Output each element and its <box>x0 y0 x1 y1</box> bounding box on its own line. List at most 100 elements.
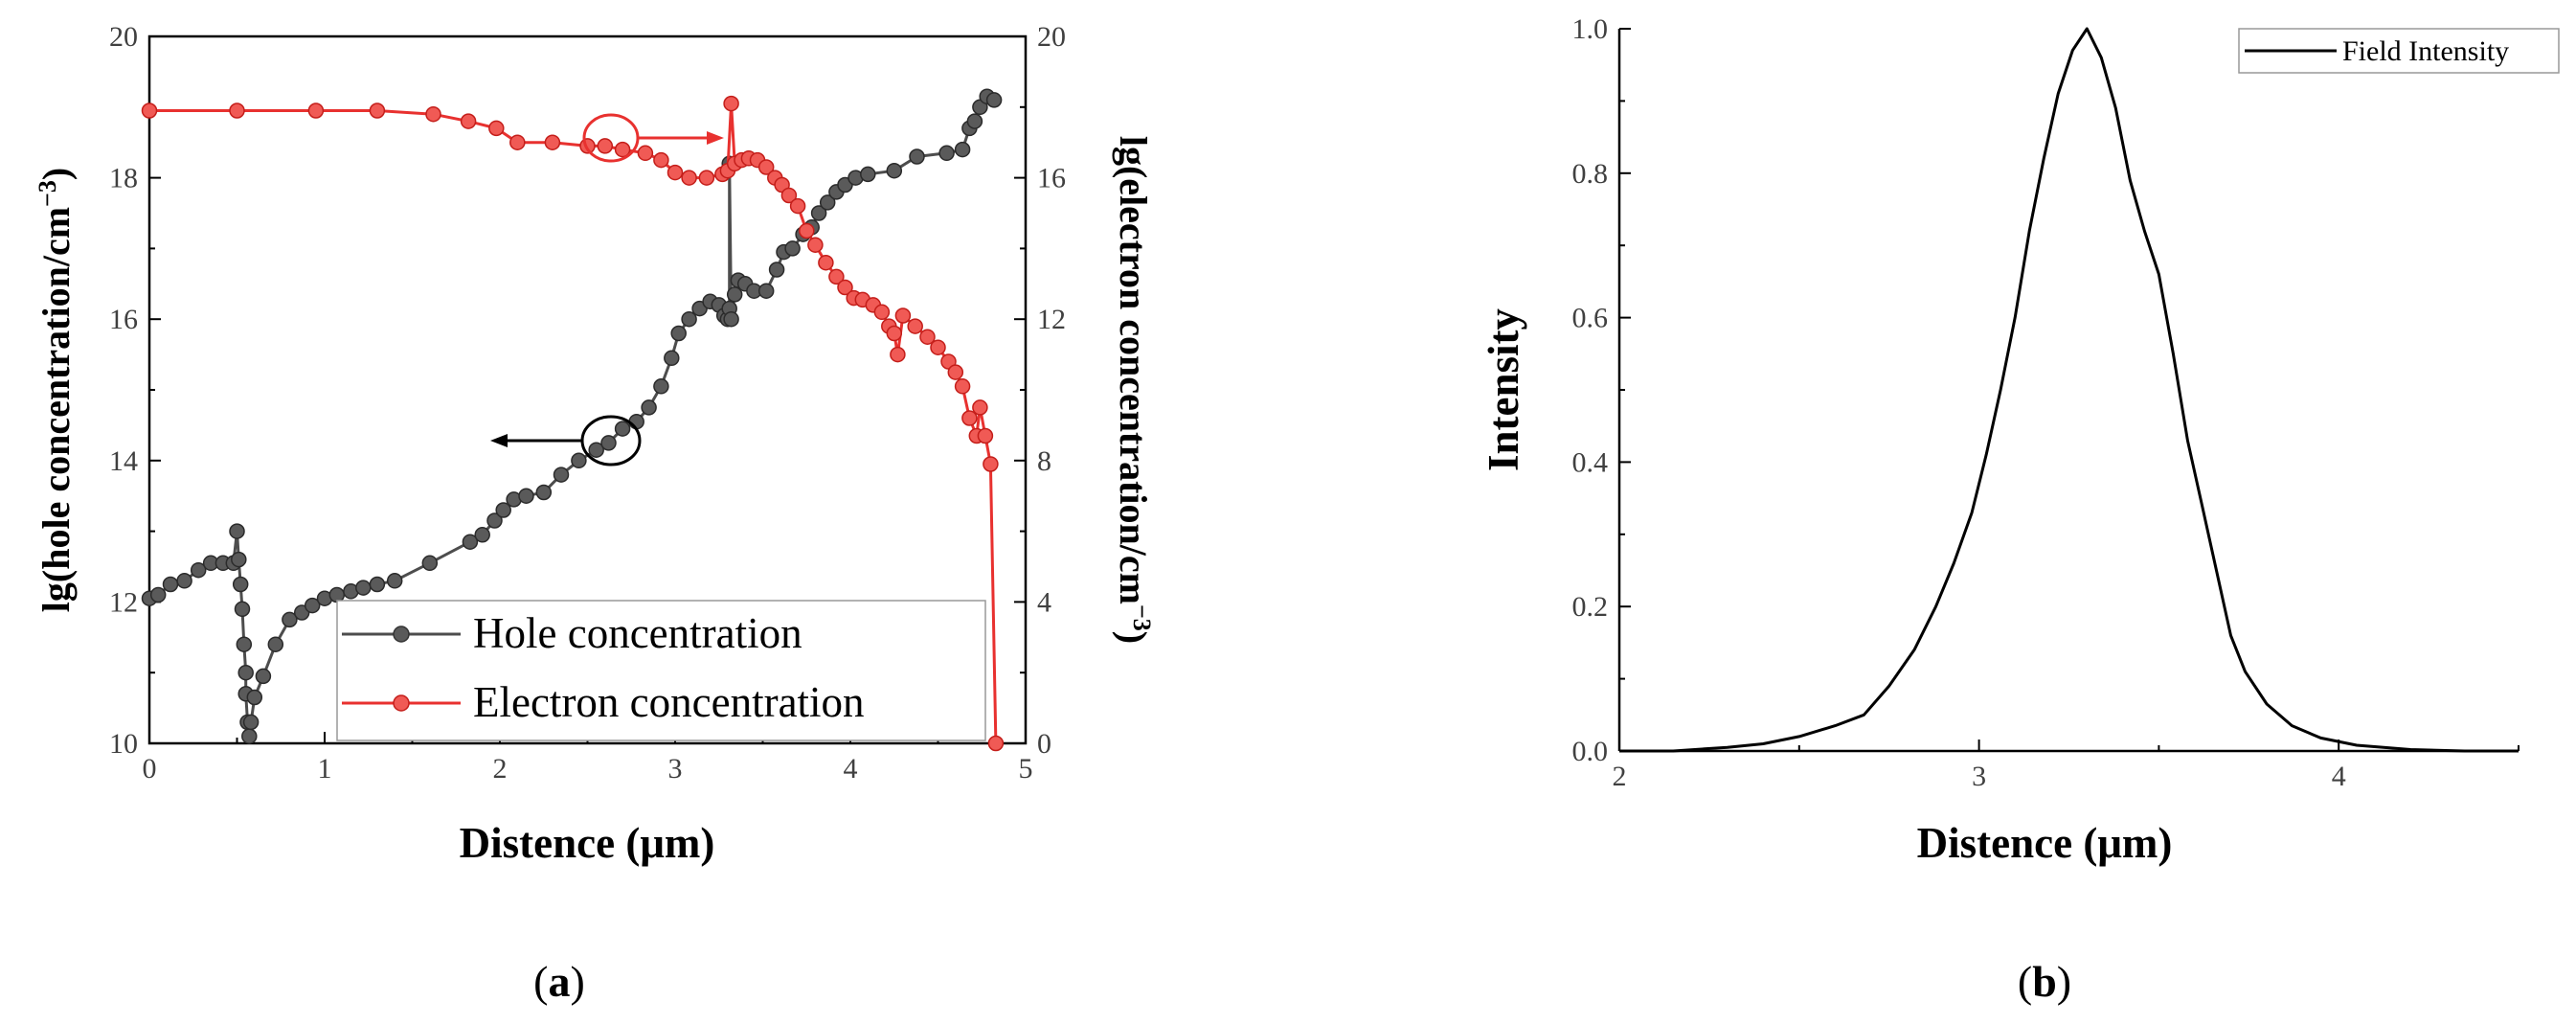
panel-a-label: (a) <box>533 957 585 1006</box>
hole-concentration-point <box>664 350 680 367</box>
chart-b-x-tick-label: 3 <box>1972 761 1986 792</box>
hole-concentration-point <box>886 162 903 179</box>
hole-concentration-point <box>784 240 801 257</box>
electron-concentration-point <box>972 399 988 416</box>
chart-b: 2 3 4 0.0 0.2 0.4 0.6 0.8 1.0 Field Intensity Di… <box>1480 13 2560 1006</box>
legend-electron-label: Electron concentration <box>473 678 865 726</box>
hole-concentration-point <box>653 378 669 395</box>
chart-a-y-left-tick-label: 18 <box>109 163 138 194</box>
electron-concentration-point <box>597 138 614 154</box>
hole-concentration-point <box>518 488 534 504</box>
electron-concentration-point <box>886 325 903 342</box>
hole-concentration-point <box>985 92 1003 108</box>
electron-concentration-point <box>425 105 441 123</box>
electron-concentration-point <box>977 427 994 444</box>
hole-concentration-point <box>162 576 179 593</box>
electron-concentration-point <box>987 735 1005 752</box>
hole-concentration-point <box>421 555 439 572</box>
hole-concentration-point <box>600 435 617 451</box>
hole-concentration-point <box>242 714 260 731</box>
hole-concentration-point <box>614 421 631 437</box>
electron-concentration-point <box>488 120 505 137</box>
electron-concentration-point <box>681 170 697 186</box>
hole-concentration-point <box>966 113 983 129</box>
chart-a-y-left-tick-label: 12 <box>109 586 138 618</box>
field-intensity-line <box>1619 27 2519 753</box>
hole-concentration-point <box>229 523 245 539</box>
chart-b-legend: Field Intensity <box>2238 28 2560 74</box>
electron-concentration-point <box>307 102 325 119</box>
chart-b-x-title: Distence (μm) <box>1917 819 2173 867</box>
hole-concentration-point <box>486 512 503 529</box>
hole-concentration-point <box>681 310 697 328</box>
hole-concentration-point <box>232 576 249 593</box>
legend-box-b <box>2238 28 2560 74</box>
chart-b-y-title: Intensity <box>1480 307 1527 471</box>
chart-b-y-tick-label: 0.6 <box>1572 303 1609 334</box>
chart-b-x-tick-label: 4 <box>2332 761 2346 792</box>
chart-a-x-tick-label: 5 <box>1019 753 1033 785</box>
chart-b-y-tick-label: 0.8 <box>1572 158 1609 190</box>
arrow-right-annotation <box>582 113 724 163</box>
field-intensity-series <box>1619 27 2519 753</box>
chart-a-x-title: Distence (μm) <box>460 819 715 867</box>
chart-a-y-left-tick-label: 14 <box>109 445 138 477</box>
legend-field-label: Field Intensity <box>2342 35 2509 67</box>
hole-concentration-point <box>355 580 372 596</box>
hole-concentration-point <box>386 573 403 589</box>
electron-concentration-point <box>789 197 806 215</box>
chart-a-y-right-title: lg(electron concentration/cm−3) <box>1112 136 1157 644</box>
chart-a-x-tick-label: 0 <box>143 753 157 785</box>
electron-concentration-point <box>837 279 853 296</box>
chart-b-y-tick-label: 0.0 <box>1572 736 1609 767</box>
electron-concentration-point <box>698 170 715 186</box>
chart-a-y-right-tick-label: 20 <box>1037 21 1066 53</box>
arrow-right-icon <box>707 131 724 145</box>
electron-concentration-point <box>544 134 561 150</box>
electron-concentration-point <box>614 141 631 158</box>
hole-series <box>141 88 1003 744</box>
legend-box <box>336 600 986 741</box>
hole-concentration-point <box>810 205 827 221</box>
hole-concentration-point <box>231 551 247 568</box>
electron-annotation-circle <box>582 113 640 163</box>
hole-concentration-point <box>246 689 263 706</box>
hole-concentration-point <box>819 194 836 211</box>
electron-concentration-point <box>780 187 798 204</box>
electron-concentration-point <box>723 95 739 112</box>
electron-concentration-point <box>757 159 775 175</box>
panel-b-label: (b) <box>2018 957 2071 1006</box>
chart-a-x-tick-label: 3 <box>668 753 683 785</box>
electron-concentration-point <box>894 307 912 324</box>
hole-concentration-point <box>236 636 253 652</box>
legend-hole-marker <box>393 626 410 643</box>
electron-concentration-point <box>828 268 845 285</box>
chart-a-y-right-tick-label: 4 <box>1037 586 1051 618</box>
chart-a-y-right-tick-label: 12 <box>1037 304 1066 335</box>
electron-concentration-point <box>873 304 891 321</box>
hole-concentration-point <box>237 664 254 681</box>
electron-concentration-point <box>799 222 815 239</box>
electron-concentration-point <box>653 151 669 169</box>
hole-concentration-point <box>255 668 272 685</box>
arrow-left-annotation <box>490 415 642 466</box>
hole-concentration-point <box>628 413 644 430</box>
electron-concentration-point <box>961 410 978 426</box>
electron-concentration-point <box>369 102 386 119</box>
hole-concentration-point <box>282 611 298 628</box>
chart-a-y-right-tick-label: 0 <box>1037 728 1051 760</box>
chart-a-legend: Hole concentration Electron concentratio… <box>336 600 986 741</box>
hole-concentration-point <box>176 573 192 589</box>
hole-concentration-point <box>588 442 604 458</box>
hole-concentration-point <box>369 576 386 593</box>
hole-concentration-point <box>938 145 955 162</box>
electron-concentration-point <box>637 145 654 162</box>
legend-electron-marker <box>393 694 410 712</box>
electron-concentration-point <box>983 456 999 472</box>
hole-concentration-point <box>474 527 490 543</box>
hole-concentration-point <box>723 310 739 328</box>
chart-b-y-tick-label: 0.2 <box>1572 591 1609 623</box>
electron-concentration-point <box>141 102 158 119</box>
